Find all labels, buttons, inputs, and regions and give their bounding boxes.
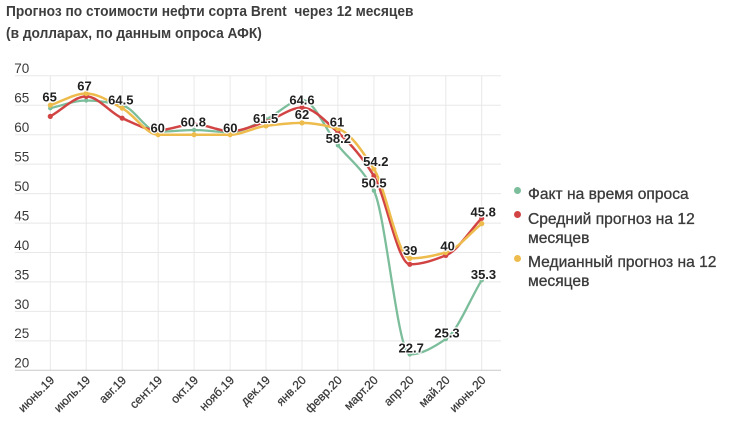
svg-text:39: 39 (403, 243, 417, 258)
svg-text:дек.19: дек.19 (238, 373, 273, 408)
svg-text:60: 60 (14, 120, 29, 135)
svg-text:июль.19: июль.19 (51, 373, 93, 415)
svg-text:70: 70 (14, 61, 29, 76)
svg-text:45: 45 (14, 209, 29, 224)
svg-text:50.5: 50.5 (361, 176, 386, 191)
svg-text:авг.19: авг.19 (96, 373, 129, 406)
svg-text:50: 50 (14, 179, 29, 194)
svg-text:сент.19: сент.19 (127, 373, 166, 412)
svg-text:25.3: 25.3 (434, 325, 459, 340)
svg-text:март.20: март.20 (341, 373, 381, 413)
svg-text:55: 55 (14, 150, 29, 165)
svg-text:64.5: 64.5 (108, 93, 133, 108)
svg-text:20: 20 (14, 356, 29, 371)
svg-text:35.3: 35.3 (471, 267, 496, 282)
svg-text:40: 40 (14, 238, 29, 253)
svg-text:окт.19: окт.19 (168, 373, 201, 406)
svg-text:35: 35 (14, 267, 29, 282)
svg-text:45.8: 45.8 (471, 204, 496, 219)
svg-text:60: 60 (150, 120, 164, 135)
svg-text:40: 40 (440, 238, 454, 253)
svg-text:июнь.19: июнь.19 (15, 373, 57, 415)
svg-text:65: 65 (42, 90, 56, 105)
svg-text:62: 62 (295, 107, 309, 122)
svg-text:30: 30 (14, 297, 29, 312)
svg-text:64.6: 64.6 (289, 92, 314, 107)
svg-text:нояб.19: нояб.19 (196, 373, 237, 414)
svg-text:апр.20: апр.20 (381, 373, 417, 409)
svg-text:22.7: 22.7 (399, 340, 424, 355)
svg-text:54.2: 54.2 (363, 154, 388, 169)
svg-text:67: 67 (77, 78, 91, 93)
svg-text:61.5: 61.5 (253, 111, 278, 126)
svg-text:февр.20: февр.20 (302, 373, 345, 416)
svg-text:60: 60 (223, 120, 237, 135)
svg-text:58.2: 58.2 (326, 131, 351, 146)
svg-text:июнь.20: июнь.20 (447, 373, 489, 415)
svg-text:61: 61 (330, 114, 344, 129)
svg-text:60.8: 60.8 (181, 114, 206, 129)
svg-text:25: 25 (14, 326, 29, 341)
svg-text:65: 65 (14, 91, 29, 106)
